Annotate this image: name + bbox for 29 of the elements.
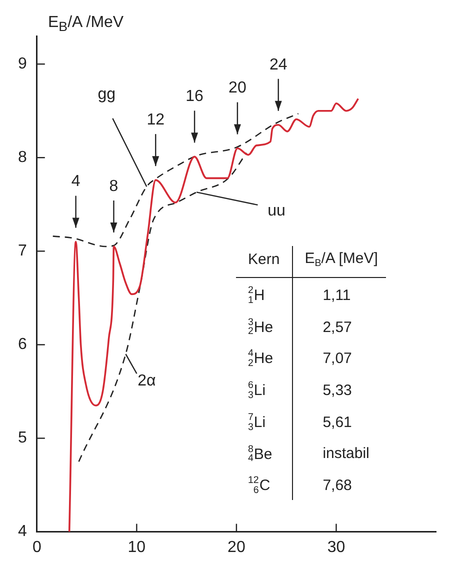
y-tick-label: 9 — [18, 55, 27, 72]
x-tick-label: 30 — [327, 538, 346, 556]
annotation: 2,57 — [322, 318, 353, 338]
annotation: 2α — [138, 372, 156, 390]
annotation: instabil — [322, 444, 370, 464]
annotation: 5,61 — [322, 412, 353, 433]
x-tick-label: 10 — [128, 538, 146, 556]
annotation: 5,33 — [322, 380, 353, 401]
annotation: E$_{B}$/A [MeV] — [304, 249, 379, 271]
y-tick-label: 5 — [18, 430, 27, 447]
annotation: 16 — [186, 88, 204, 106]
y-tick-label: 7 — [18, 242, 27, 260]
annotation: 12 — [146, 111, 165, 128]
annotation: 4 — [71, 173, 80, 190]
annotation: 20 — [228, 80, 246, 97]
annotation: 24 — [269, 56, 288, 74]
y-tick-label: 4 — [18, 523, 27, 540]
annotation: 1,11 — [322, 286, 352, 306]
y-tick-label: 8 — [18, 149, 27, 166]
annotation: 7,07 — [322, 349, 353, 370]
x-tick-label: 0 — [32, 538, 42, 556]
annotation: 8 — [109, 178, 118, 195]
x-tick-label: 20 — [228, 538, 246, 556]
annotation: 7,68 — [322, 476, 353, 496]
y-tick-label: 6 — [18, 336, 27, 354]
annotation: uu — [268, 202, 286, 220]
annotation: Kern — [236, 246, 292, 278]
annotation: gg — [98, 86, 116, 104]
y-axis-title: E$_{B}$/A /MeV — [48, 14, 124, 34]
